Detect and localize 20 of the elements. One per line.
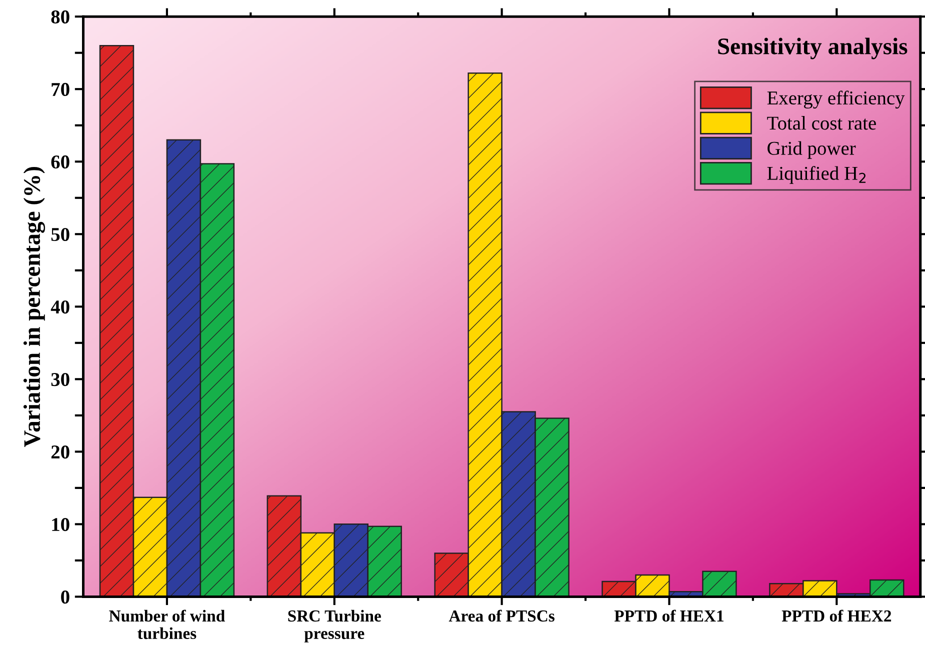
- y-tick-label: 40: [50, 300, 70, 314]
- y-tick-label: 0: [61, 590, 70, 604]
- x-tick-label: SRC Turbine pressure: [288, 610, 381, 642]
- y-axis-title: Variation in percentage (%): [23, 166, 46, 448]
- y-tick-label: 70: [52, 82, 70, 96]
- y-tick-label: 80: [51, 10, 70, 24]
- y-tick-label: 50: [51, 228, 70, 242]
- legend-label: Total cost rate: [767, 116, 876, 130]
- y-tick-label: 10: [52, 518, 70, 532]
- y-tick-label: 60: [51, 155, 70, 169]
- text: Sensitivity analysis: [718, 38, 908, 60]
- y-tick-label: 30: [51, 372, 70, 386]
- legend-label: Liquified H$_{2}$: [767, 166, 866, 184]
- x-tick-label: Number of wind turbines: [109, 610, 225, 640]
- x-tick-label: PPTD of HEX2: [782, 610, 892, 622]
- legend-label: Grid power: [768, 141, 856, 159]
- legend-label: Exergy efficiency: [767, 90, 905, 109]
- x-tick-label: Area of PTSCs: [448, 610, 554, 622]
- y-tick-label: 20: [51, 445, 70, 459]
- x-tick-label: PPTD of HEX1: [614, 610, 724, 622]
